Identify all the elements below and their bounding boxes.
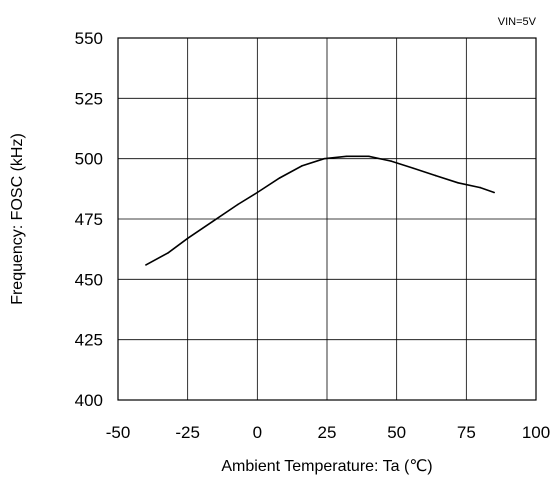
- data-point: [237, 203, 239, 206]
- data-point: [434, 174, 437, 177]
- x-tick-label: 50: [387, 423, 406, 442]
- x-tick-label: 25: [318, 423, 337, 442]
- x-tick-label: -25: [175, 423, 200, 442]
- data-point: [301, 165, 303, 167]
- series-points: [145, 155, 496, 266]
- series-line: [145, 155, 495, 266]
- data-point: [479, 186, 482, 189]
- y-tick-labels: 400 425 450 475 500 525 550: [75, 29, 103, 410]
- y-tick-label: 425: [75, 331, 103, 350]
- x-tick-labels: -50 -25 0 25 50 75 100: [106, 423, 550, 442]
- x-tick-label: 0: [253, 423, 262, 442]
- x-tick-label: -50: [106, 423, 131, 442]
- data-point: [323, 157, 326, 160]
- x-tick-label: 100: [522, 423, 550, 442]
- data-point: [278, 177, 281, 179]
- grid: [118, 38, 536, 400]
- data-point: [390, 160, 392, 162]
- plot-frame: [117, 37, 537, 401]
- x-tick-label: 75: [457, 423, 476, 442]
- data-point: [186, 237, 189, 240]
- data-point: [345, 155, 348, 158]
- y-tick-label: 450: [75, 270, 103, 289]
- y-axis-label: Frequency: FOSC (kHz): [9, 133, 26, 305]
- data-point: [368, 155, 370, 158]
- y-tick-label: 550: [75, 29, 103, 48]
- annotation-vin: VIN=5V: [498, 16, 537, 28]
- data-point: [145, 264, 147, 266]
- data-point: [211, 220, 214, 223]
- data-point: [493, 191, 496, 194]
- data-point: [412, 167, 415, 170]
- y-tick-label: 525: [75, 89, 103, 108]
- data-point: [457, 182, 459, 184]
- y-tick-label: 500: [75, 150, 103, 169]
- y-tick-label: 400: [75, 391, 103, 410]
- y-tick-label: 475: [75, 210, 103, 229]
- x-axis-label: Ambient Temperature: Ta (℃): [221, 458, 432, 475]
- data-point: [256, 191, 259, 194]
- data-point: [167, 252, 169, 254]
